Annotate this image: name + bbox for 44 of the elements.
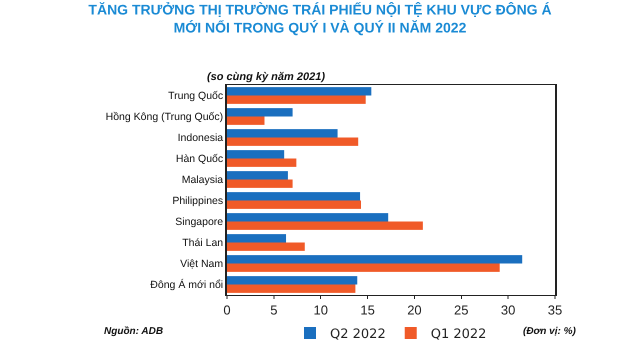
bar	[227, 222, 423, 230]
y-tick-label: Indonesia	[178, 132, 224, 144]
x-tick-label: 20	[407, 302, 422, 318]
bar	[227, 264, 500, 272]
chart-subtitle: (so cùng kỳ năm 2021)	[207, 71, 326, 83]
text: Nguồn: ADB	[104, 326, 164, 337]
bar	[227, 158, 296, 167]
bar	[227, 200, 362, 209]
legend-label: Q2 2022	[330, 327, 386, 342]
bar	[227, 116, 264, 125]
y-tick-label: Hồng Kông (Trung Quốc)	[106, 111, 224, 124]
x-tick-label: 35	[548, 302, 562, 318]
y-tick-label: Malaysia	[182, 174, 224, 186]
y-tick-label: Philippines	[172, 195, 224, 208]
bar	[227, 284, 356, 293]
bar	[227, 234, 286, 242]
bar	[227, 242, 305, 251]
x-tick-label: 10	[313, 302, 328, 318]
bar	[227, 150, 284, 158]
bar	[227, 171, 288, 180]
y-tick-label: Singapore	[175, 216, 224, 228]
x-tick-label: 25	[454, 302, 469, 318]
x-tick-label: 0	[223, 302, 231, 318]
bar	[227, 255, 522, 264]
bar	[227, 192, 360, 200]
bar	[227, 108, 293, 116]
bar	[227, 87, 372, 96]
bar	[227, 129, 338, 138]
text: (Đơn vị: %)	[523, 326, 576, 337]
y-tick-label: Trung Quốc	[168, 90, 224, 102]
x-tick-label: 5	[270, 302, 278, 318]
y-tick-label: Việt Nam	[180, 258, 224, 270]
x-tick-label: 30	[500, 302, 516, 318]
bar	[227, 180, 293, 188]
bar	[227, 138, 358, 146]
y-tick-label: Hàn Quốc	[176, 153, 224, 166]
bar	[227, 276, 358, 284]
chart-title: TĂNG TRƯỞNG THỊ TRƯỜNG TRÁI PHIẾU NỘI TỆ KHU VỰC ĐÔNG Á MỚI NỔI TRONG QUÝ I VÀ QUÝ II NĂM 2022	[88, 1, 552, 36]
y-tick-label: Thái Lan	[182, 237, 224, 250]
bar	[227, 213, 388, 222]
legend-label: Q1 2022	[430, 327, 486, 342]
bar	[227, 96, 366, 104]
x-tick-label: 15	[360, 302, 375, 318]
y-tick-label: Đông Á mới nổi	[150, 278, 224, 292]
